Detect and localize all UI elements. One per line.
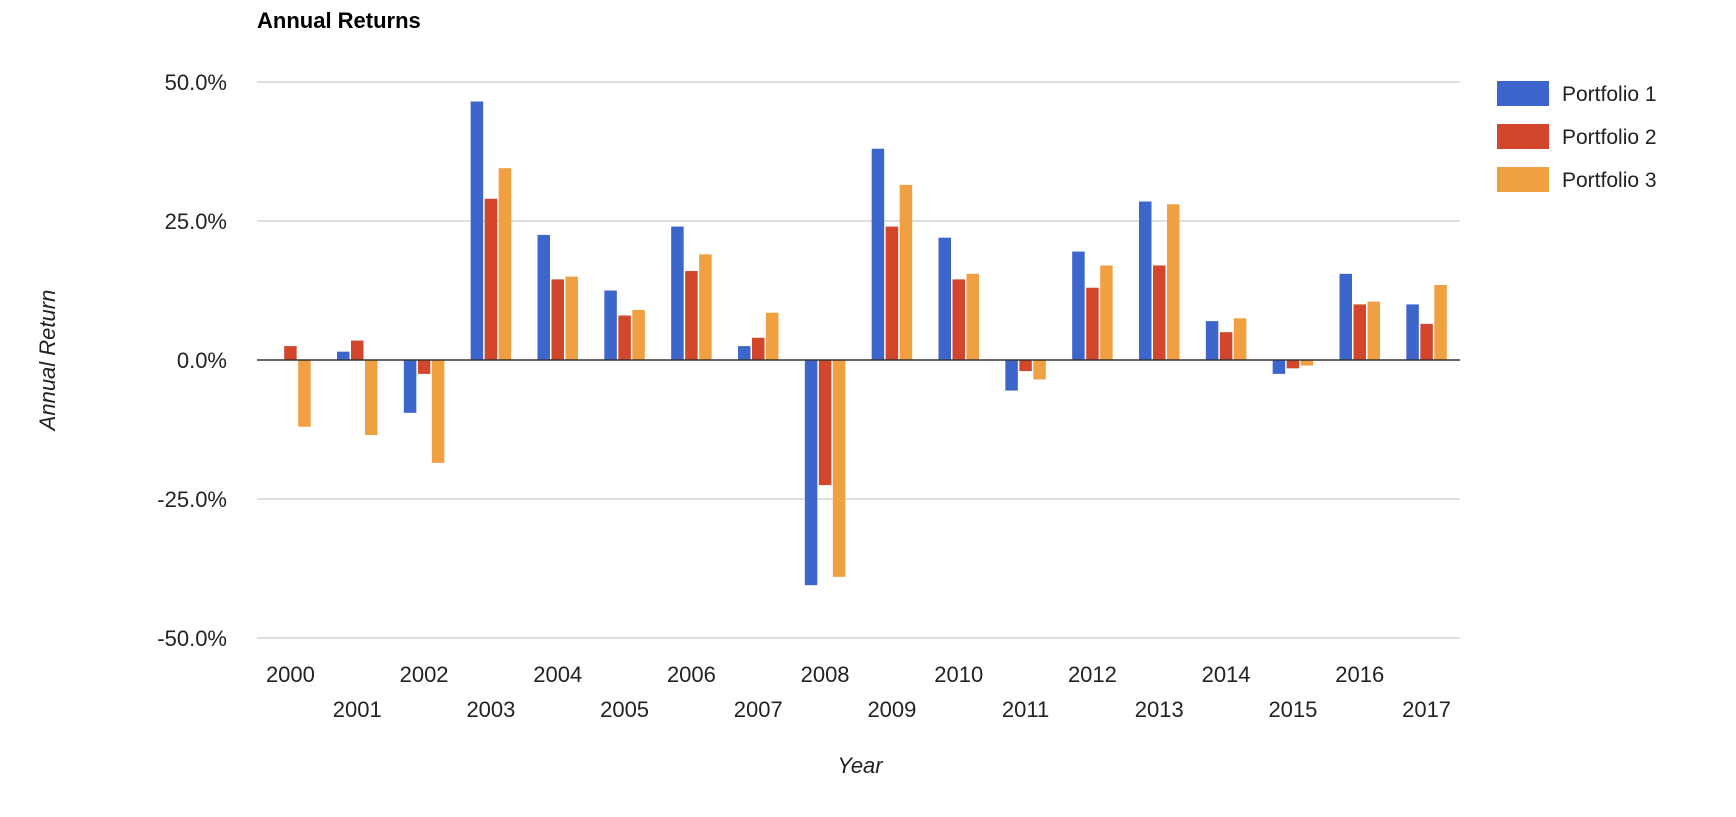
- bar-portfolio-2-2011: [1019, 360, 1032, 372]
- bar-portfolio-2-2007: [752, 337, 765, 360]
- x-tick-label: 2015: [1268, 697, 1317, 722]
- bar-portfolio-3-2008: [832, 360, 846, 577]
- bar-portfolio-3-2015: [1300, 360, 1314, 366]
- bar-portfolio-2-2005: [618, 315, 631, 360]
- x-tick-label: 2016: [1335, 662, 1384, 687]
- bar-portfolio-1-2009: [871, 148, 885, 360]
- x-tick-label: 2017: [1402, 697, 1451, 722]
- bar-portfolio-2-2009: [885, 226, 899, 360]
- x-tick-label: 2011: [1002, 697, 1049, 722]
- bar-portfolio-1-2011: [1005, 360, 1018, 391]
- x-tick-label: 2009: [867, 697, 916, 722]
- bar-portfolio-2-2000: [284, 346, 297, 360]
- x-tick-label: 2000: [266, 662, 315, 687]
- legend-item: Portfolio 2: [1497, 124, 1657, 149]
- bar-portfolio-1-2016: [1339, 273, 1352, 360]
- bar-portfolio-2-2003: [484, 198, 498, 360]
- y-tick-label: -50.0%: [157, 626, 227, 651]
- legend-item: Portfolio 1: [1497, 81, 1657, 106]
- bar-portfolio-2-2010: [952, 279, 965, 360]
- bar-portfolio-1-2012: [1072, 251, 1085, 360]
- bar-portfolio-3-2010: [966, 273, 979, 360]
- x-tick-label: 2006: [667, 662, 716, 687]
- bar-portfolio-2-2012: [1086, 287, 1099, 360]
- bar-portfolio-1-2008: [804, 360, 818, 586]
- x-tick-label: 2004: [533, 662, 582, 687]
- bar-portfolio-1-2003: [470, 101, 484, 361]
- bar-portfolio-3-2011: [1033, 360, 1046, 380]
- bar-portfolio-1-2005: [604, 290, 617, 360]
- bar-portfolio-2-2013: [1153, 265, 1166, 360]
- bar-portfolio-2-2017: [1420, 323, 1433, 360]
- x-tick-label: 2003: [466, 697, 515, 722]
- legend-item: Portfolio 3: [1497, 167, 1657, 192]
- x-tick-label: 2012: [1068, 662, 1117, 687]
- legend-swatch: [1497, 124, 1549, 149]
- legend: Portfolio 1 Portfolio 2 Portfolio 3: [1497, 81, 1657, 192]
- bar-portfolio-2-2006: [685, 271, 698, 360]
- bar-portfolio-3-2007: [766, 312, 779, 360]
- x-axis-ticks: 2000 2001 2002 2003 2004 2005 2006 2007 2008 2009…: [266, 662, 1451, 722]
- bar-portfolio-2-2016: [1353, 304, 1366, 360]
- bar-portfolio-2-2004: [551, 279, 564, 360]
- x-axis-title: Year: [837, 753, 884, 778]
- bar-portfolio-1-2002: [403, 360, 417, 413]
- bar-portfolio-3-2003: [498, 168, 512, 360]
- legend-label: Portfolio 2: [1562, 126, 1657, 149]
- bar-portfolio-2-2008: [818, 360, 832, 486]
- bar-portfolio-1-2001: [337, 351, 350, 360]
- legend-label: Portfolio 3: [1562, 169, 1657, 192]
- y-tick-label: 50.0%: [165, 70, 227, 95]
- bar-portfolio-3-2001: [365, 360, 378, 436]
- bar-portfolio-1-2004: [537, 234, 550, 360]
- bar-portfolio-3-2009: [899, 184, 913, 360]
- bar-portfolio-1-2006: [671, 226, 684, 360]
- y-axis-ticks: 50.0% 25.0% 0.0% -25.0% -50.0%: [157, 70, 227, 651]
- bar-portfolio-3-2014: [1233, 318, 1247, 360]
- legend-label: Portfolio 1: [1562, 83, 1657, 106]
- bar-portfolio-2-2002: [417, 360, 431, 374]
- gridlines: [257, 81, 1460, 639]
- bar-portfolio-3-2012: [1100, 265, 1113, 360]
- x-tick-label: 2005: [600, 697, 649, 722]
- bar-portfolio-2-2014: [1219, 332, 1233, 360]
- x-tick-label: 2008: [801, 662, 850, 687]
- bar-portfolio-2-2001: [351, 340, 364, 360]
- bar-portfolio-1-2010: [938, 237, 951, 360]
- bar-portfolio-3-2000: [298, 360, 311, 427]
- x-tick-label: 2002: [400, 662, 449, 687]
- bar-portfolio-1-2007: [738, 346, 751, 360]
- x-tick-label: 2007: [734, 697, 783, 722]
- bar-portfolio-3-2004: [565, 276, 578, 360]
- y-tick-label: 0.0%: [177, 348, 227, 373]
- bar-portfolio-2-2015: [1286, 360, 1300, 369]
- bar-portfolio-3-2016: [1367, 301, 1380, 360]
- bar-portfolio-1-2013: [1139, 201, 1152, 360]
- bar-portfolio-3-2005: [632, 309, 645, 360]
- bars: [284, 101, 1447, 586]
- bar-portfolio-3-2002: [431, 360, 445, 463]
- x-tick-label: 2001: [333, 697, 382, 722]
- chart-title: Annual Returns: [257, 8, 421, 33]
- bar-portfolio-1-2014: [1205, 321, 1219, 360]
- x-tick-label: 2014: [1202, 662, 1251, 687]
- y-tick-label: -25.0%: [157, 487, 227, 512]
- bar-portfolio-1-2015: [1272, 360, 1286, 374]
- x-tick-label: 2013: [1135, 697, 1184, 722]
- bar-portfolio-1-2017: [1406, 304, 1419, 360]
- bar-portfolio-3-2013: [1167, 204, 1180, 360]
- y-tick-label: 25.0%: [165, 209, 227, 234]
- legend-swatch: [1497, 81, 1549, 106]
- bar-portfolio-3-2017: [1434, 284, 1447, 360]
- x-tick-label: 2010: [934, 662, 983, 687]
- legend-swatch: [1497, 167, 1549, 192]
- y-axis-title: Annual Return: [35, 290, 60, 433]
- bar-portfolio-3-2006: [699, 254, 712, 360]
